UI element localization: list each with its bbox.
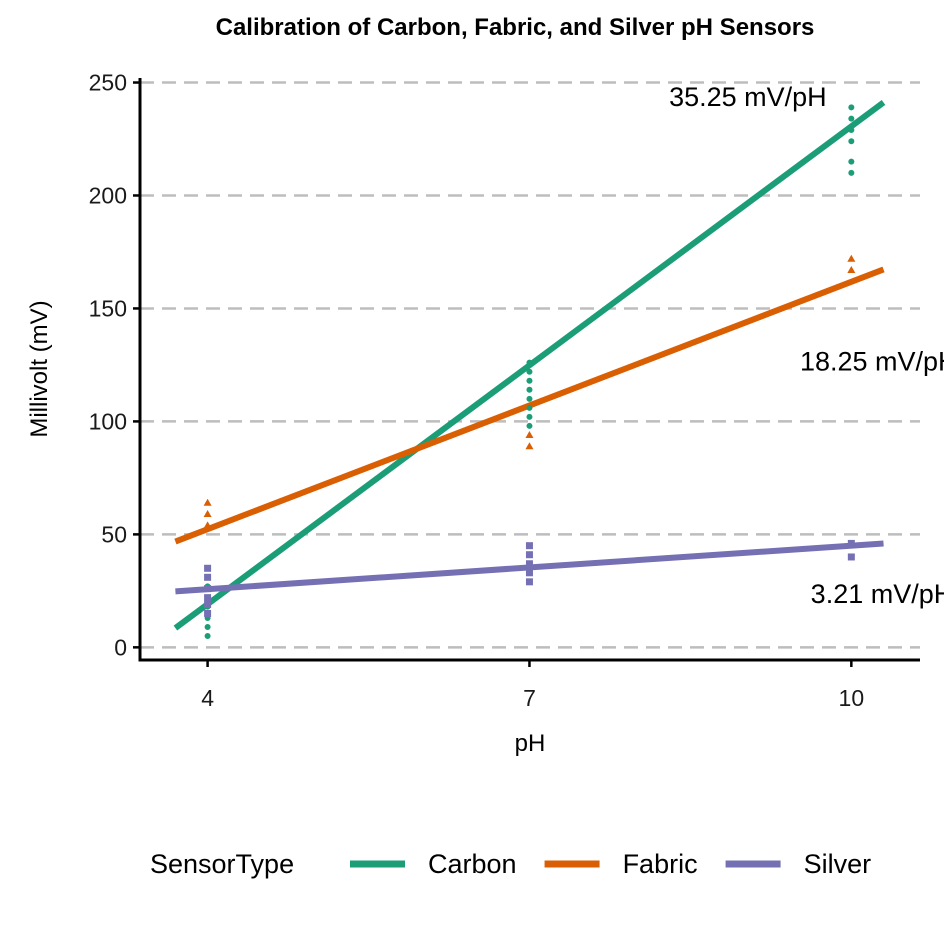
- legend-label-fabric: Fabric: [623, 849, 698, 879]
- x-axis-title: pH: [515, 730, 546, 757]
- data-point-carbon: [848, 104, 855, 111]
- data-point-carbon: [526, 359, 533, 366]
- y-tick-label: 0: [114, 634, 127, 660]
- data-point-carbon: [526, 395, 533, 402]
- data-point-fabric: [203, 510, 212, 518]
- data-point-silver: [525, 560, 533, 568]
- ticks: 0 50 100 150 200 250 4 7 10: [89, 70, 865, 711]
- data-point-carbon: [526, 377, 533, 384]
- data-point-fabric: [847, 266, 856, 274]
- data-point-carbon: [848, 138, 855, 145]
- x-tick-label: 4: [201, 685, 214, 711]
- slope-label: 35.25 mV/pH: [669, 82, 827, 112]
- data-point-carbon: [526, 404, 533, 411]
- legend-label-carbon: Carbon: [428, 849, 517, 879]
- y-tick-label: 200: [89, 182, 127, 208]
- x-tick-label: 7: [523, 685, 536, 711]
- x-tick-label: 10: [839, 685, 865, 711]
- y-tick-label: 150: [89, 295, 127, 321]
- data-point-fabric: [203, 498, 212, 506]
- data-point-silver: [847, 539, 855, 547]
- data-point-carbon: [526, 368, 533, 375]
- data-point-silver: [847, 553, 855, 561]
- data-point-fabric: [525, 442, 534, 450]
- data-points: [203, 104, 856, 640]
- legend-label-silver: Silver: [804, 849, 872, 879]
- data-point-silver: [525, 551, 533, 559]
- data-point-carbon: [204, 624, 211, 631]
- data-point-silver: [204, 594, 212, 602]
- data-point-carbon: [848, 169, 855, 176]
- data-point-carbon: [848, 158, 855, 165]
- data-point-silver: [204, 609, 212, 617]
- data-point-silver: [525, 569, 533, 577]
- data-point-carbon: [526, 422, 533, 429]
- data-point-silver: [525, 542, 533, 550]
- legend-title: SensorType: [150, 849, 294, 879]
- slope-label: 18.25 mV/pH: [800, 346, 944, 376]
- fit-line-silver: [175, 540, 884, 595]
- y-tick-label: 250: [89, 70, 127, 96]
- y-tick-label: 100: [89, 408, 127, 434]
- data-point-fabric: [203, 521, 212, 529]
- y-tick-label: 50: [101, 521, 127, 547]
- slope-annotations: 35.25 mV/pH 18.25 mV/pH 3.21 mV/pH: [669, 82, 944, 609]
- chart-title: Calibration of Carbon, Fabric, and Silve…: [215, 14, 815, 41]
- data-point-silver: [204, 564, 212, 572]
- slope-label: 3.21 mV/pH: [811, 579, 944, 609]
- data-point-silver: [525, 578, 533, 586]
- data-point-silver: [204, 573, 212, 581]
- data-point-carbon: [526, 386, 533, 393]
- data-point-silver: [204, 585, 212, 593]
- data-point-carbon: [204, 633, 211, 640]
- data-point-fabric: [847, 254, 856, 262]
- data-point-fabric: [525, 430, 534, 438]
- data-point-carbon: [526, 413, 533, 420]
- data-point-silver: [204, 600, 212, 608]
- data-point-carbon: [848, 126, 855, 133]
- data-point-carbon: [848, 115, 855, 122]
- legend: SensorType Carbon Fabric Silver: [150, 849, 871, 879]
- y-axis-title: Millivolt (mV): [26, 300, 53, 437]
